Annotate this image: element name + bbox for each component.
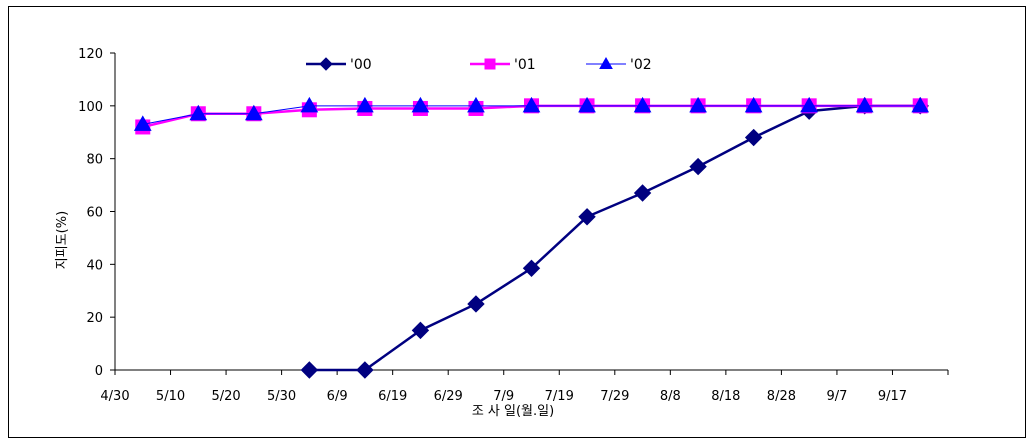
data-point-triangle — [522, 96, 541, 113]
x-tick-label: 5/10 — [156, 389, 185, 404]
legend-label: '02 — [630, 57, 652, 73]
legend-label: '01 — [514, 57, 536, 73]
data-point-triangle — [744, 96, 763, 113]
y-tick-label: 80 — [86, 153, 103, 168]
data-point-triangle — [467, 96, 485, 113]
x-tick-label: 9/17 — [878, 389, 907, 404]
data-point-triangle — [244, 104, 263, 121]
data-point-triangle — [578, 96, 596, 113]
data-point-diamond — [319, 57, 333, 71]
data-point-diamond — [522, 259, 541, 278]
x-tick-label: 7/9 — [493, 389, 514, 404]
data-point-triangle — [633, 96, 652, 113]
y-tick-label: 20 — [86, 311, 103, 326]
x-tick-label: 8/8 — [660, 389, 681, 404]
x-tick-labels: 4/30 5/10 5/20 5/30 6/9 6/19 6/29 7/9 7/19 7/29 8/… — [100, 389, 907, 404]
data-point-triangle — [300, 96, 319, 113]
x-tick-label: 8/18 — [711, 389, 740, 404]
data-point-diamond — [300, 361, 319, 379]
x-tick-label: 7/29 — [600, 389, 629, 404]
x-tick-label: 5/20 — [211, 389, 240, 404]
data-point-diamond — [633, 184, 652, 202]
y-tick-labels: 0 20 40 60 80 100 120 — [78, 47, 103, 379]
data-point-diamond — [356, 361, 374, 379]
x-tick-label: 6/19 — [378, 389, 407, 404]
data-point-diamond — [689, 157, 707, 176]
y-tick-label: 60 — [86, 206, 103, 221]
legend-item-2: '01 — [470, 57, 536, 73]
y-tick-label: 120 — [78, 47, 103, 62]
data-point-diamond — [467, 295, 485, 313]
legend-item-1: '00 — [306, 57, 372, 73]
x-axis-label: 조 사 일(월.일) — [472, 404, 554, 419]
axes — [110, 52, 949, 375]
y-tick-label: 100 — [78, 100, 103, 115]
y-tick-label: 0 — [95, 364, 103, 379]
x-tick-label: 7/19 — [545, 389, 574, 404]
x-tick-label: 6/9 — [327, 389, 348, 404]
data-point-triangle — [133, 115, 152, 131]
chart-frame — [8, 6, 1026, 438]
y-axis-label: 지피도(%) — [55, 211, 70, 269]
data-point-diamond — [411, 321, 430, 340]
data-point-triangle — [411, 96, 430, 113]
series-line — [309, 104, 921, 372]
series-1 — [300, 97, 929, 379]
data-point-triangle — [599, 56, 613, 69]
data-point-triangle — [911, 96, 930, 113]
x-tick-label: 4/30 — [100, 389, 129, 404]
x-tick-label: 8/28 — [767, 389, 796, 404]
legend-label: '00 — [350, 57, 372, 73]
data-point-triangle — [800, 96, 819, 113]
series-group — [133, 96, 930, 379]
data-point-diamond — [578, 208, 596, 226]
data-point-triangle — [689, 96, 707, 113]
data-point-triangle — [855, 96, 874, 113]
x-tick-label: 6/29 — [434, 389, 463, 404]
legend-item-3: '02 — [586, 56, 652, 73]
data-point-square — [484, 58, 496, 70]
x-tick-label: 5/30 — [267, 389, 296, 404]
x-tick-label: 9/7 — [826, 389, 847, 404]
data-point-diamond — [744, 128, 763, 147]
series-3 — [133, 96, 930, 131]
data-point-triangle — [189, 104, 208, 121]
legend: '00 '01 '02 — [306, 56, 652, 73]
y-tick-label: 40 — [86, 258, 103, 273]
data-point-triangle — [356, 96, 374, 113]
